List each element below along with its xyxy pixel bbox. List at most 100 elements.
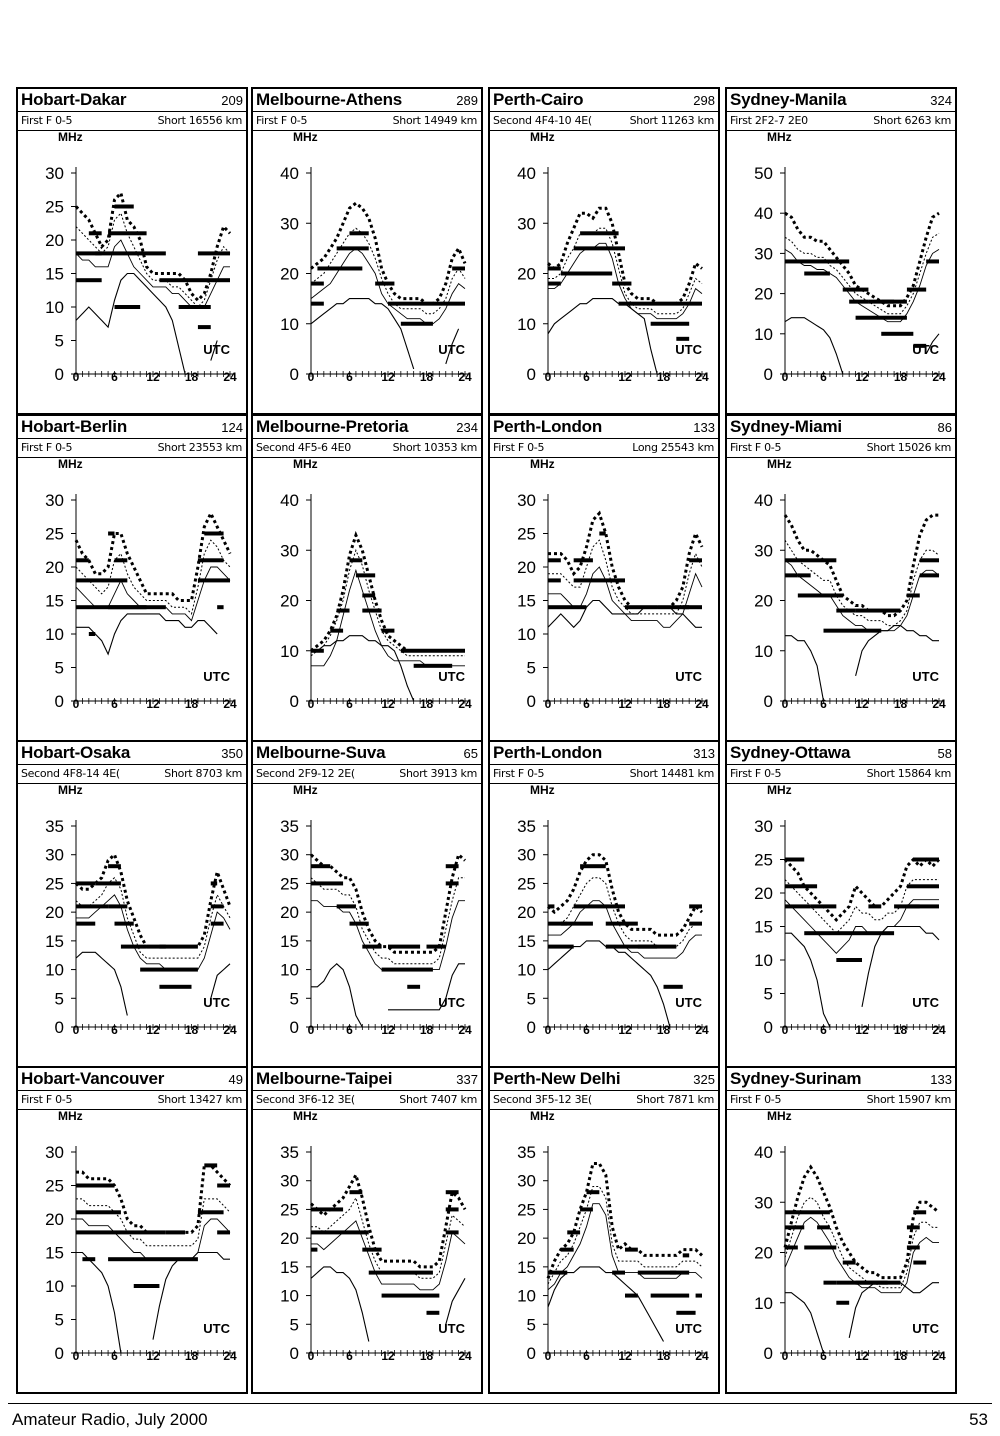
propagation-mode: First F 0-5 <box>730 1093 782 1106</box>
panel-header: Sydney-Surinam 133 <box>727 1068 955 1091</box>
frequency-bar <box>311 281 324 286</box>
x-tick-label: 6 <box>111 697 118 711</box>
panel-subheader: Second 4F5-6 4E0 Short 10353 km <box>253 439 481 458</box>
x-tick-label: 24 <box>223 370 237 384</box>
frequency-bar <box>400 648 465 653</box>
chart-title: Melbourne-Athens <box>256 90 403 109</box>
frequency-bar <box>336 904 356 909</box>
frequency-bar <box>146 944 198 949</box>
chart-panel: Melbourne-Athens 289 First F 0-5 Short 1494… <box>251 87 483 415</box>
frequency-bar <box>133 1284 160 1288</box>
y-tick-label: 25 <box>45 525 64 544</box>
frequency-bar <box>108 904 128 909</box>
chart-plot: MHz 0 5 10 15 20 25 30 35 0 6 12 18 24 UTC <box>280 784 472 1037</box>
chart-panel: Perth-New Delhi 325 Second 3F5-12 3E(Short… <box>488 1066 720 1394</box>
path-distance: Short 15907 km <box>866 1093 952 1106</box>
y-tick-label: 10 <box>280 642 299 661</box>
frequency-bar <box>311 1230 369 1235</box>
x-unit-label: UTC <box>438 1321 465 1336</box>
path-distance: Long 25543 km <box>632 441 714 454</box>
x-tick-label: 6 <box>111 370 118 384</box>
series-line-lower <box>784 249 940 323</box>
x-tick-label: 12 <box>146 1349 160 1363</box>
y-tick-label: 25 <box>517 1200 536 1219</box>
y-tick-label: 25 <box>280 874 299 893</box>
x-unit-label: UTC <box>675 995 702 1010</box>
frequency-bar <box>548 1270 568 1275</box>
frequency-bar <box>88 632 96 636</box>
series-line-upper <box>783 1164 940 1280</box>
panel-subheader: First F 0-5 Short 15907 km <box>727 1091 955 1110</box>
x-tick-label: 24 <box>932 370 946 384</box>
x-tick-label: 18 <box>420 370 434 384</box>
x-tick-label: 18 <box>657 697 671 711</box>
frequency-bar <box>108 531 115 536</box>
y-unit-label: MHz <box>530 131 555 144</box>
y-unit-label: MHz <box>58 131 83 144</box>
y-tick-label: 0 <box>290 1344 299 1363</box>
path-distance: Short 6263 km <box>873 114 951 127</box>
frequency-bar <box>695 1293 702 1298</box>
x-tick-label: 24 <box>458 697 472 711</box>
frequency-bar <box>210 881 218 886</box>
frequency-bar <box>210 921 224 926</box>
y-tick-label: 40 <box>754 1143 773 1162</box>
frequency-bar <box>785 884 818 889</box>
y-tick-label: 40 <box>754 491 773 510</box>
x-tick-label: 12 <box>381 1023 395 1037</box>
y-tick-label: 20 <box>280 903 299 922</box>
y-unit-label: MHz <box>767 784 792 797</box>
y-tick-label: 5 <box>527 1315 536 1334</box>
frequency-bar <box>560 921 593 926</box>
frequency-bar <box>413 663 453 668</box>
x-tick-label: 6 <box>111 1023 118 1037</box>
frequency-bar <box>197 325 211 330</box>
frequency-bar <box>311 1247 318 1252</box>
propagation-mode: First F 0-5 <box>493 441 545 454</box>
frequency-bar <box>197 578 230 583</box>
path-distance: Short 15864 km <box>866 767 952 780</box>
frequency-bar <box>548 921 568 926</box>
chart-plot: MHz 0 10 20 30 40 0 6 12 18 24 UTC <box>754 1110 946 1363</box>
frequency-bar <box>657 605 690 610</box>
propagation-mode: First 2F2-7 2E0 <box>730 114 808 127</box>
x-tick-label: 24 <box>695 1023 709 1037</box>
frequency-bar <box>849 299 869 304</box>
frequency-bar <box>349 921 369 926</box>
path-distance: Short 7871 km <box>636 1093 714 1106</box>
panel-header: Melbourne-Pretoria 234 <box>253 416 481 439</box>
chart-panel: Hobart-Berlin 124 First F 0-5 Short 23553 k… <box>16 414 248 742</box>
frequency-bar <box>362 944 382 949</box>
x-tick-label: 24 <box>932 1349 946 1363</box>
frequency-bar <box>573 578 625 583</box>
y-unit-label: MHz <box>58 458 83 471</box>
x-unit-label: UTC <box>675 1321 702 1336</box>
panel-header: Sydney-Miami 86 <box>727 416 955 439</box>
frequency-bar <box>330 628 344 633</box>
x-tick-label: 12 <box>855 1349 869 1363</box>
y-tick-label: 20 <box>280 1229 299 1248</box>
y-tick-label: 30 <box>517 491 536 510</box>
y-tick-label: 30 <box>280 214 299 233</box>
series-line-e-layer <box>310 1266 466 1342</box>
chart-number: 234 <box>456 420 478 435</box>
panel-subheader: Second 3F6-12 3E(Short 7407 km <box>253 1091 481 1110</box>
y-tick-label: 20 <box>754 884 773 903</box>
frequency-bar <box>159 984 192 989</box>
frequency-bar <box>108 231 147 236</box>
panel-subheader: First F 0-5 Long 25543 km <box>490 439 718 458</box>
y-tick-label: 10 <box>517 961 536 980</box>
chart-plot: MHz 0 10 20 30 40 0 6 12 18 24 UTC <box>280 458 472 711</box>
chart-title: Perth-London <box>493 417 603 436</box>
y-tick-label: 10 <box>754 325 773 344</box>
frequency-bar <box>663 984 683 989</box>
frequency-bar <box>785 1245 798 1250</box>
x-unit-label: UTC <box>912 1321 939 1336</box>
series-line-e-layer <box>547 940 671 1028</box>
x-tick-label: 0 <box>73 1023 80 1037</box>
chart-number: 133 <box>693 420 715 435</box>
x-tick-label: 12 <box>146 1023 160 1037</box>
chart-number: 65 <box>463 746 478 761</box>
panel-subheader: First F 0-5 Short 16556 km <box>18 112 246 131</box>
